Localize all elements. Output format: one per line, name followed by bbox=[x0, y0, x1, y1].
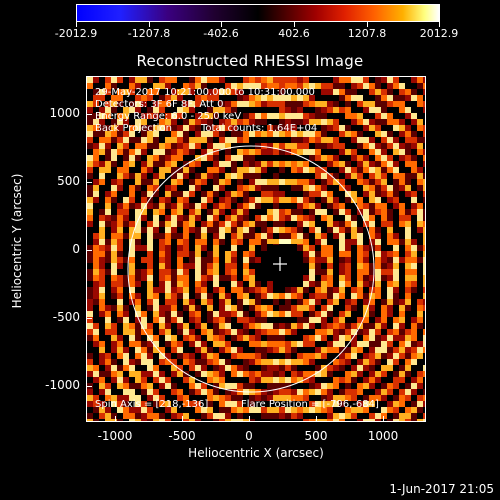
solar-limb-circle bbox=[127, 145, 375, 393]
image-plot: 29-May-2017 10:21:00.000 to 10:31:00.000… bbox=[86, 76, 426, 422]
y-tick-label: -500 bbox=[52, 310, 80, 324]
colorbar-label: 2012.9 bbox=[419, 27, 459, 40]
x-tick-label: 0 bbox=[245, 429, 253, 443]
x-tick-label: -500 bbox=[168, 429, 196, 443]
colorbar-tick bbox=[367, 22, 368, 27]
colorbar-tick bbox=[76, 22, 77, 27]
colorbar-tick bbox=[439, 22, 440, 27]
colorbar-label: -402.6 bbox=[203, 27, 239, 40]
y-tick bbox=[86, 318, 92, 319]
date-stamp: 1-Jun-2017 21:05 bbox=[389, 482, 494, 496]
colorbar-label: -1207.8 bbox=[127, 27, 171, 40]
total-counts-text: Total counts: 1.64E+04 bbox=[201, 123, 318, 134]
x-tick bbox=[383, 416, 384, 422]
image-pixels bbox=[87, 77, 425, 421]
colorbar bbox=[76, 4, 440, 22]
colorbar-tick bbox=[294, 22, 295, 27]
y-tick bbox=[86, 114, 92, 115]
x-tick bbox=[115, 416, 116, 422]
flare-position-text: Flare Position = [-796,-684] bbox=[241, 399, 379, 410]
x-tick-label: 500 bbox=[304, 429, 328, 443]
reconstructed-image bbox=[87, 77, 425, 421]
x-tick-label: -1000 bbox=[97, 429, 133, 443]
colorbar-tick bbox=[221, 22, 222, 27]
colorbar-tick bbox=[149, 22, 150, 27]
colorbar-label: 1207.8 bbox=[347, 27, 387, 40]
y-axis-title: Heliocentric Y (arcsec) bbox=[10, 173, 24, 309]
x-tick bbox=[182, 416, 183, 422]
plot-title: Reconstructed RHESSI Image bbox=[136, 52, 364, 70]
detectors-text: Detectors: 3F 6F 8F, Att 0 bbox=[95, 99, 224, 110]
x-axis-title: Heliocentric X (arcsec) bbox=[188, 446, 324, 460]
x-tick-label: 1000 bbox=[367, 429, 399, 443]
time-range-text: 29-May-2017 10:21:00.000 to 10:31:00.000 bbox=[95, 87, 315, 98]
algorithm-text: Back Projection bbox=[95, 123, 172, 134]
y-tick bbox=[86, 386, 92, 387]
y-tick bbox=[86, 182, 92, 183]
y-tick-label: -1000 bbox=[45, 378, 80, 392]
x-tick bbox=[316, 416, 317, 422]
y-tick bbox=[86, 250, 92, 251]
spin-axis-text: Spin Axis = [218,-136] bbox=[95, 399, 209, 410]
colorbar-label: 402.6 bbox=[278, 27, 310, 40]
colorbar-label: -2012.9 bbox=[54, 27, 98, 40]
y-tick-label: 0 bbox=[72, 242, 80, 256]
y-tick-label: 500 bbox=[57, 174, 80, 188]
x-tick bbox=[249, 416, 250, 422]
energy-range-text: Energy Range: 6.0 - 25.0 keV bbox=[95, 111, 242, 122]
y-tick-label: 1000 bbox=[49, 106, 80, 120]
